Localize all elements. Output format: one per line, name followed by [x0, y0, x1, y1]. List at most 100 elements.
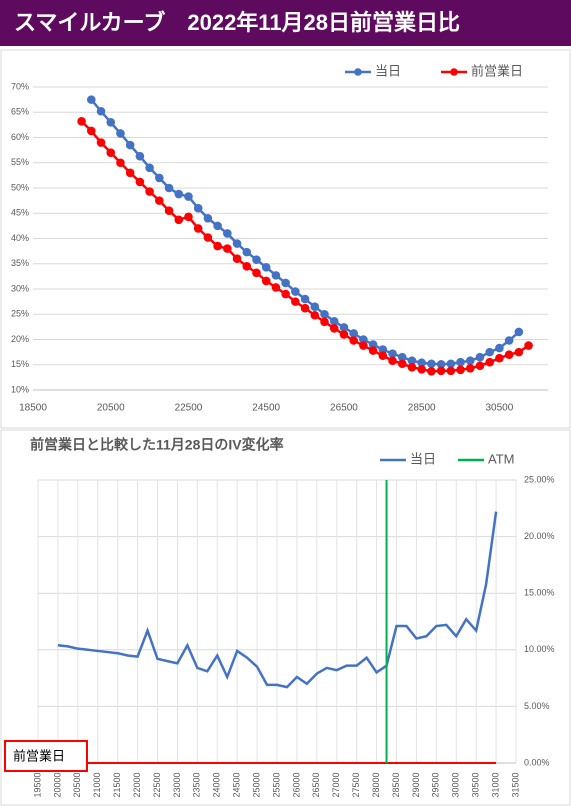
x-tick-label: 24000 [212, 772, 222, 797]
x-tick-label: 20000 [52, 772, 62, 797]
data-point [116, 158, 125, 168]
data-point [436, 366, 446, 376]
data-point [135, 151, 145, 161]
data-point [504, 350, 514, 359]
data-point [456, 357, 465, 367]
data-point [446, 359, 456, 369]
data-point [184, 212, 193, 222]
x-tick-label: 28000 [371, 772, 381, 797]
x-tick-label: 26500 [311, 772, 321, 797]
data-point [242, 247, 252, 257]
data-point [485, 347, 494, 357]
x-tick-label: 23500 [192, 772, 202, 797]
data-point [232, 254, 242, 264]
x-tick-label: 25000 [251, 772, 261, 797]
x-tick-label: 26500 [330, 403, 358, 414]
data-point [349, 329, 358, 338]
legend-label: 当日 [410, 451, 436, 466]
x-tick-label: 26000 [291, 772, 301, 797]
x-tick-label: 30000 [451, 772, 461, 797]
data-point [514, 347, 524, 357]
x-tick-label: 21500 [112, 772, 122, 797]
data-point [388, 349, 397, 358]
x-tick-label: 24500 [252, 403, 280, 414]
data-point [125, 140, 135, 150]
data-point [359, 341, 368, 350]
data-point [310, 302, 320, 311]
data-point [155, 196, 164, 205]
data-point [456, 365, 465, 375]
data-point [417, 364, 426, 374]
x-tick-label: 20500 [97, 403, 125, 414]
data-point [252, 268, 261, 278]
data-point [261, 276, 271, 286]
x-tick-label: 31000 [490, 772, 500, 797]
x-tick-label: 20500 [72, 772, 82, 797]
data-point [87, 95, 96, 104]
data-point [349, 336, 358, 345]
y-tick-label: 70% [11, 81, 29, 91]
series-line [57, 511, 498, 689]
y-tick-label: 25.00% [524, 474, 555, 484]
x-tick-label: 29000 [411, 772, 421, 797]
data-point [145, 163, 154, 173]
data-point [252, 255, 261, 265]
data-point [125, 168, 135, 178]
data-point [465, 363, 475, 373]
baseline-label: 前営業日 [13, 748, 65, 763]
x-tick-label: 22500 [152, 772, 162, 797]
data-point [96, 138, 106, 147]
data-point [339, 323, 349, 332]
data-point [174, 189, 184, 199]
x-tick-label: 27000 [331, 772, 341, 797]
data-point [291, 287, 300, 296]
x-tick-label: 22000 [132, 772, 142, 797]
data-point [184, 192, 193, 201]
data-point [271, 271, 281, 280]
page-title: スマイルカーブ 2022年11月28日前営業日比 [14, 10, 460, 35]
data-point [232, 239, 242, 248]
data-point [96, 106, 106, 116]
data-point [320, 309, 329, 319]
baseline-label-box [4, 740, 88, 772]
data-point [77, 117, 86, 126]
data-point [339, 330, 349, 339]
data-point [368, 346, 378, 355]
x-tick-label: 21000 [92, 772, 102, 797]
y-tick-label: 65% [11, 107, 29, 117]
data-point [281, 289, 290, 299]
data-point [242, 261, 252, 271]
legend-label: 当日 [375, 63, 401, 78]
data-point [524, 341, 533, 350]
y-tick-label: 60% [11, 132, 29, 142]
data-point [135, 177, 145, 187]
data-point [145, 187, 154, 196]
data-point [203, 233, 213, 242]
data-point [164, 183, 174, 193]
data-point [504, 336, 514, 345]
data-point [427, 359, 436, 369]
y-tick-label: 5.00% [524, 701, 550, 711]
y-tick-label: 30% [11, 283, 29, 293]
x-tick-label: 28500 [391, 772, 401, 797]
data-point [213, 221, 222, 231]
data-point [193, 224, 203, 233]
x-tick-label: 29500 [431, 772, 441, 797]
data-point [320, 317, 329, 327]
x-tick-label: 19500 [32, 772, 42, 797]
x-tick-label: 23000 [172, 772, 182, 797]
data-point [329, 324, 339, 333]
y-tick-label: 10% [11, 384, 29, 394]
legend-marker [450, 68, 458, 76]
legend-marker [354, 68, 362, 76]
data-point [261, 262, 271, 272]
y-tick-label: 35% [11, 258, 29, 268]
data-point [397, 359, 407, 369]
y-tick-label: 40% [11, 233, 29, 243]
data-point [223, 244, 232, 253]
y-tick-label: 25% [11, 309, 29, 319]
data-point [223, 229, 232, 238]
y-tick-label: 0.00% [524, 757, 550, 767]
x-tick-label: 22500 [175, 403, 203, 414]
